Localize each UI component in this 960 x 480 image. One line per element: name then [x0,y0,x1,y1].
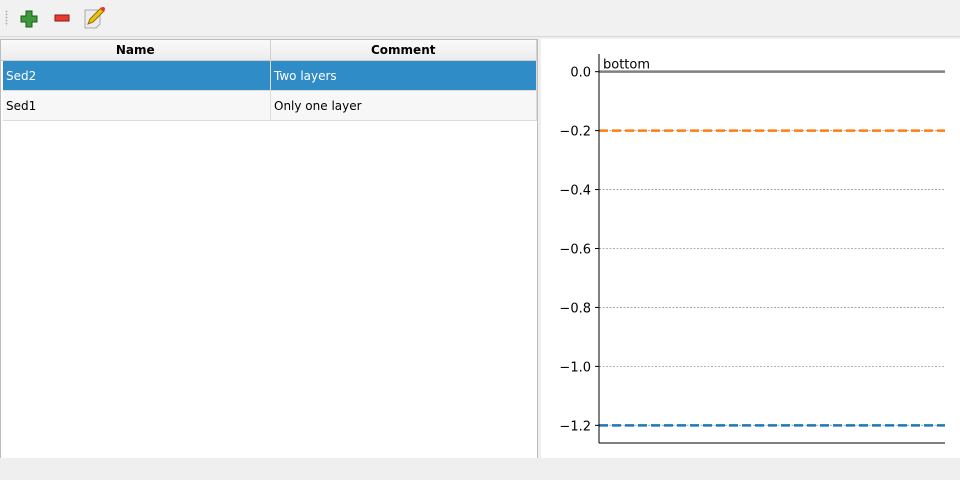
y-tick-label: −0.8 [559,301,591,316]
cell-name[interactable]: Sed2 [3,61,271,90]
cell-comment[interactable]: Only one layer [271,91,537,120]
layer-label: bottom [603,58,650,73]
table-row[interactable]: Sed1 Only one layer [3,91,537,121]
edit-icon [84,7,105,29]
sediment-table: Name Comment Sed2 Two layers Sed1 Only o… [0,39,538,459]
y-tick-label: −1.2 [559,419,591,434]
y-tick-label: −1.0 [559,360,591,375]
y-tick-label: −0.4 [559,184,591,199]
table-row[interactable]: Sed2 Two layers [3,61,537,91]
column-header-name[interactable]: Name [1,40,271,60]
cell-comment[interactable]: Two layers [271,61,537,90]
y-tick-label: −0.2 [559,125,591,140]
y-tick-label: 0.0 [570,66,591,81]
chart-svg: 0.0 −0.2 −0.4 −0.6 −0.8 −1.0 −1.2 bottom [559,54,945,444]
status-bar [0,458,960,480]
minus-icon [54,14,70,22]
toolbar-grip[interactable] [5,10,8,26]
edit-button[interactable] [82,6,106,30]
add-button[interactable] [17,6,41,30]
y-tick-label: −0.6 [559,243,591,258]
toolbar [0,0,960,37]
plus-icon [20,10,38,28]
layer-plot: 0.0 −0.2 −0.4 −0.6 −0.8 −1.0 −1.2 bottom [541,39,960,458]
column-header-comment[interactable]: Comment [271,40,537,60]
remove-button[interactable] [50,6,74,30]
cell-name[interactable]: Sed1 [3,91,271,120]
